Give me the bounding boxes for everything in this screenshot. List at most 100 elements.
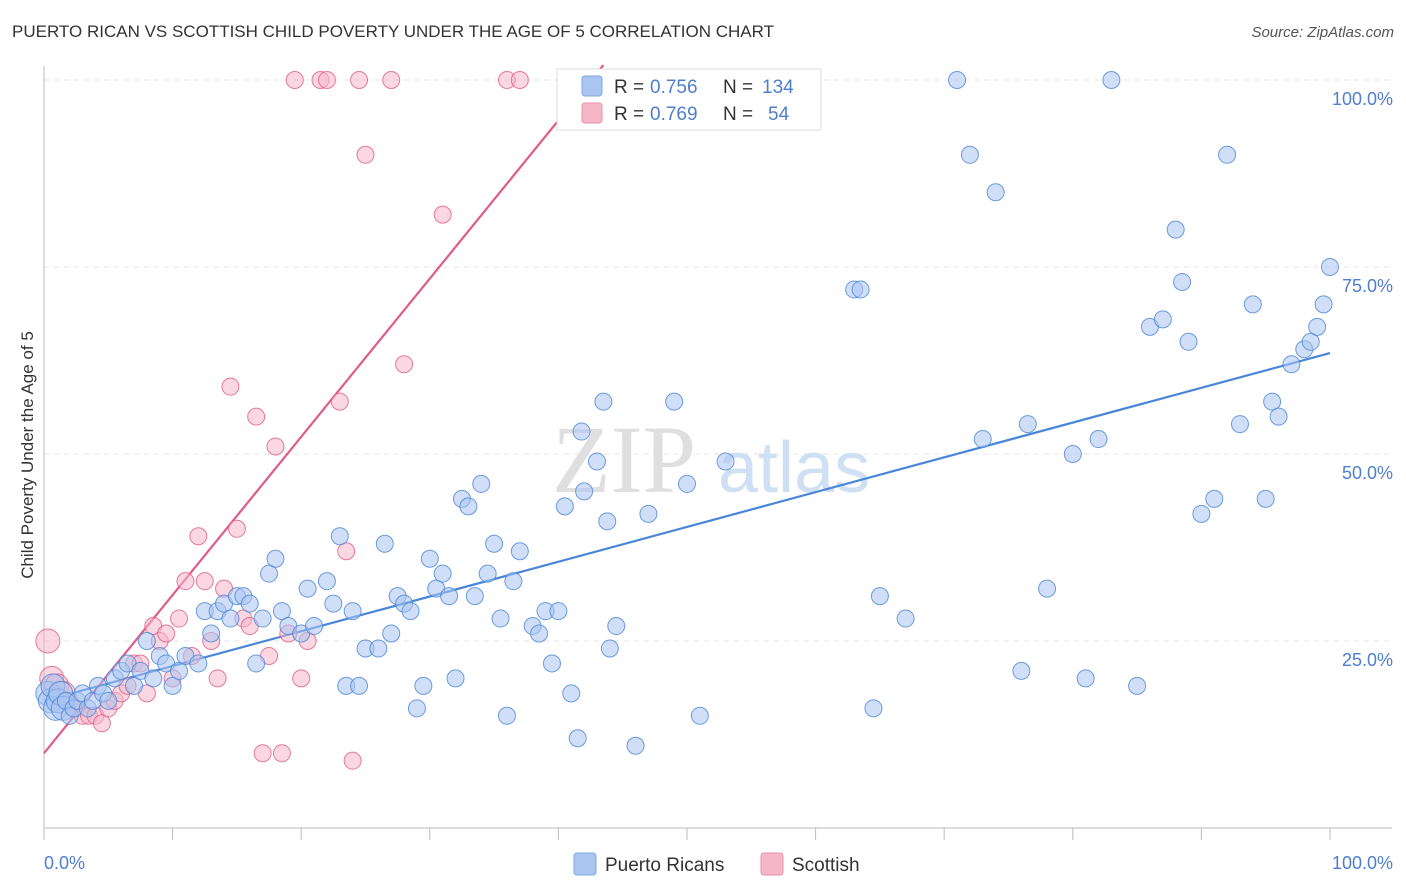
legend-r-label-puerto-ricans: R = xyxy=(614,77,644,98)
point-puerto-ricans-93 xyxy=(639,504,658,523)
legend-n-label-puerto-ricans: N = xyxy=(723,77,753,98)
point-puerto-ricans-127 xyxy=(1269,407,1288,426)
point-puerto-ricans-83 xyxy=(562,684,581,703)
bottom-legend-swatch-scottish xyxy=(760,852,784,876)
point-puerto-ricans-110 xyxy=(1063,445,1082,463)
point-puerto-ricans-86 xyxy=(575,482,594,501)
point-scottish-36 xyxy=(266,437,285,456)
point-puerto-ricans-48 xyxy=(324,594,343,613)
point-puerto-ricans-87 xyxy=(587,452,606,471)
point-puerto-ricans-119 xyxy=(1179,332,1198,351)
point-scottish-24 xyxy=(189,527,208,546)
point-puerto-ricans-125 xyxy=(1256,489,1275,508)
point-puerto-ricans-118 xyxy=(1173,272,1192,291)
chart-source: Source: ZipAtlas.com xyxy=(1251,24,1394,41)
point-puerto-ricans-113 xyxy=(1102,71,1121,89)
point-puerto-ricans-23 xyxy=(144,669,163,688)
point-puerto-ricans-65 xyxy=(440,587,459,606)
bottom-legend-label-scottish: Scottish xyxy=(792,855,860,876)
point-puerto-ricans-40 xyxy=(260,564,279,583)
legend-swatch-puerto-ricans xyxy=(581,75,603,97)
point-puerto-ricans-31 xyxy=(202,624,221,643)
point-puerto-ricans-99 xyxy=(851,280,870,299)
point-puerto-ricans-130 xyxy=(1301,332,1320,351)
point-scottish-44 xyxy=(330,392,349,411)
x-tick-label-0: 0.0% xyxy=(44,853,85,873)
point-puerto-ricans-84 xyxy=(568,729,587,748)
point-puerto-ricans-22 xyxy=(137,632,156,650)
point-puerto-ricans-122 xyxy=(1218,145,1237,164)
point-puerto-ricans-107 xyxy=(1012,661,1031,680)
point-puerto-ricans-49 xyxy=(330,527,349,546)
point-puerto-ricans-39 xyxy=(253,609,272,628)
point-puerto-ricans-74 xyxy=(497,706,516,725)
legend-n-value-puerto-ricans: 134 xyxy=(762,77,794,98)
point-scottish-53 xyxy=(510,71,529,89)
point-puerto-ricans-102 xyxy=(896,609,915,628)
point-puerto-ricans-75 xyxy=(504,572,523,591)
trend-lines xyxy=(43,64,1331,754)
point-puerto-ricans-105 xyxy=(973,430,992,449)
point-puerto-ricans-64 xyxy=(433,564,452,583)
point-puerto-ricans-133 xyxy=(1321,258,1339,276)
point-scottish-33 xyxy=(247,407,266,426)
point-puerto-ricans-97 xyxy=(716,452,735,471)
point-scottish-27 xyxy=(208,669,227,688)
point-puerto-ricans-69 xyxy=(465,587,484,606)
bottom-legend: Puerto Ricans Scottish xyxy=(573,852,860,876)
point-puerto-ricans-80 xyxy=(542,654,561,673)
point-puerto-ricans-27 xyxy=(170,661,189,680)
point-puerto-ricans-132 xyxy=(1314,295,1333,314)
point-puerto-ricans-26 xyxy=(163,676,182,695)
point-scottish-19 xyxy=(157,624,176,643)
point-puerto-ricans-112 xyxy=(1089,430,1108,449)
point-puerto-ricans-131 xyxy=(1308,317,1327,336)
point-scottish-9 xyxy=(92,714,111,733)
point-scottish-22 xyxy=(176,572,195,591)
point-puerto-ricans-103 xyxy=(948,71,967,89)
point-puerto-ricans-81 xyxy=(549,602,568,621)
y-axis-title: Child Poverty Under the Age of 5 xyxy=(18,331,37,579)
point-puerto-ricans-120 xyxy=(1192,504,1211,523)
point-scottish-47 xyxy=(350,71,369,89)
point-puerto-ricans-128 xyxy=(1282,355,1301,374)
y-tick-label-75: 75.0% xyxy=(1342,276,1393,296)
point-puerto-ricans-71 xyxy=(478,564,497,583)
point-puerto-ricans-89 xyxy=(598,512,617,531)
point-scottish-51 xyxy=(433,205,452,224)
point-puerto-ricans-116 xyxy=(1153,310,1172,329)
x-ticks xyxy=(43,828,1331,840)
point-puerto-ricans-82 xyxy=(555,497,574,516)
watermark-zip: ZIP xyxy=(552,406,696,513)
series-scottish-points xyxy=(35,71,529,770)
legend-n-label-scottish: N = xyxy=(723,104,753,125)
point-puerto-ricans-56 xyxy=(382,624,401,643)
point-scottish-46 xyxy=(343,751,362,770)
point-puerto-ricans-60 xyxy=(407,699,426,718)
legend-r-value-puerto-ricans: 0.756 xyxy=(650,77,698,98)
point-scottish-48 xyxy=(356,145,375,164)
bottom-legend-label-puerto-ricans: Puerto Ricans xyxy=(605,855,724,876)
point-puerto-ricans-78 xyxy=(530,624,549,643)
point-puerto-ricans-41 xyxy=(266,549,285,568)
point-puerto-ricans-96 xyxy=(690,706,709,725)
point-puerto-ricans-54 xyxy=(369,639,388,658)
point-puerto-ricans-72 xyxy=(485,534,504,553)
point-puerto-ricans-38 xyxy=(247,654,266,673)
point-puerto-ricans-111 xyxy=(1076,669,1095,688)
point-puerto-ricans-16 xyxy=(99,691,118,710)
gridlines xyxy=(44,79,1392,642)
watermark: ZIP atlas xyxy=(552,406,870,513)
bottom-legend-swatch-puerto-ricans xyxy=(573,852,597,876)
point-puerto-ricans-106 xyxy=(986,183,1005,202)
point-puerto-ricans-91 xyxy=(607,617,626,636)
point-scottish-21 xyxy=(170,609,189,628)
point-puerto-ricans-88 xyxy=(594,392,613,411)
y-tick-label-25: 25.0% xyxy=(1342,650,1393,670)
point-puerto-ricans-37 xyxy=(240,594,259,613)
point-puerto-ricans-95 xyxy=(678,474,696,493)
point-puerto-ricans-92 xyxy=(626,736,645,755)
point-puerto-ricans-108 xyxy=(1018,415,1037,434)
point-puerto-ricans-109 xyxy=(1038,579,1057,598)
